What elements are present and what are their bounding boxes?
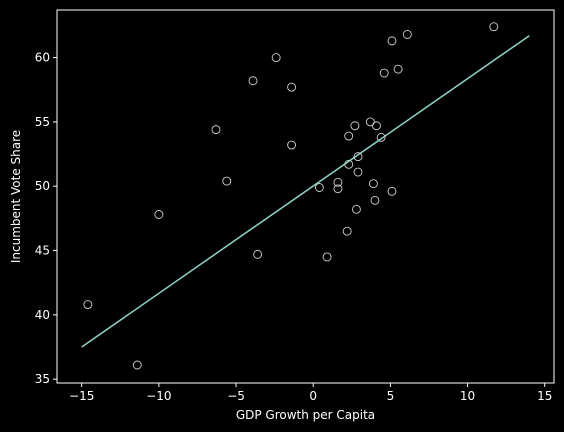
- y-axis-label: Incumbent Vote Share: [9, 130, 23, 263]
- data-point: [344, 159, 354, 169]
- data-point: [154, 210, 164, 219]
- x-tick-label: −10: [146, 389, 171, 403]
- y-tick-label: 50: [35, 179, 50, 193]
- data-point: [83, 300, 93, 309]
- data-point: [322, 252, 332, 262]
- data-point: [287, 140, 297, 150]
- y-tick-label: 45: [35, 244, 50, 258]
- data-point: [333, 177, 343, 187]
- x-tick-label: 0: [309, 389, 317, 403]
- data-point: [376, 132, 386, 142]
- points-layer: [83, 22, 499, 370]
- data-point: [379, 68, 389, 78]
- y-tick-label: 60: [35, 51, 50, 65]
- data-point: [387, 186, 397, 196]
- y-tick-label: 55: [35, 115, 50, 129]
- data-point: [287, 82, 297, 92]
- data-point: [344, 131, 354, 141]
- data-point: [393, 64, 403, 74]
- y-axis-ticks: 35 40 45 50 55 60: [35, 51, 57, 386]
- data-point: [350, 121, 360, 131]
- x-tick-label: 15: [537, 389, 552, 403]
- fit-line-layer: [81, 35, 530, 348]
- x-tick-label: −15: [69, 389, 94, 403]
- plot-frame: [56, 9, 555, 384]
- data-point: [351, 204, 361, 214]
- data-point: [333, 184, 343, 194]
- data-point: [222, 176, 232, 186]
- data-point: [489, 22, 499, 32]
- data-point: [271, 53, 281, 63]
- x-tick-label: 5: [387, 389, 395, 403]
- x-tick-label: 10: [460, 389, 475, 403]
- data-point: [368, 179, 378, 189]
- data-point: [353, 167, 363, 177]
- data-point: [387, 36, 397, 46]
- data-point: [370, 195, 380, 205]
- regression-line: [81, 35, 530, 348]
- data-point: [353, 152, 363, 162]
- data-point: [132, 360, 142, 370]
- data-point: [342, 226, 352, 236]
- data-point: [211, 125, 221, 135]
- x-tick-label: −5: [227, 389, 245, 403]
- data-point: [253, 249, 263, 259]
- data-point: [372, 121, 381, 131]
- data-point: [248, 76, 258, 86]
- data-point: [402, 29, 412, 39]
- y-tick-label: 40: [35, 308, 50, 322]
- x-axis-label: GDP Growth per Capita: [236, 408, 375, 422]
- x-axis-ticks: −15 −10 −5 0 5 10 15: [69, 383, 552, 403]
- data-point: [314, 183, 324, 192]
- y-tick-label: 35: [35, 372, 50, 386]
